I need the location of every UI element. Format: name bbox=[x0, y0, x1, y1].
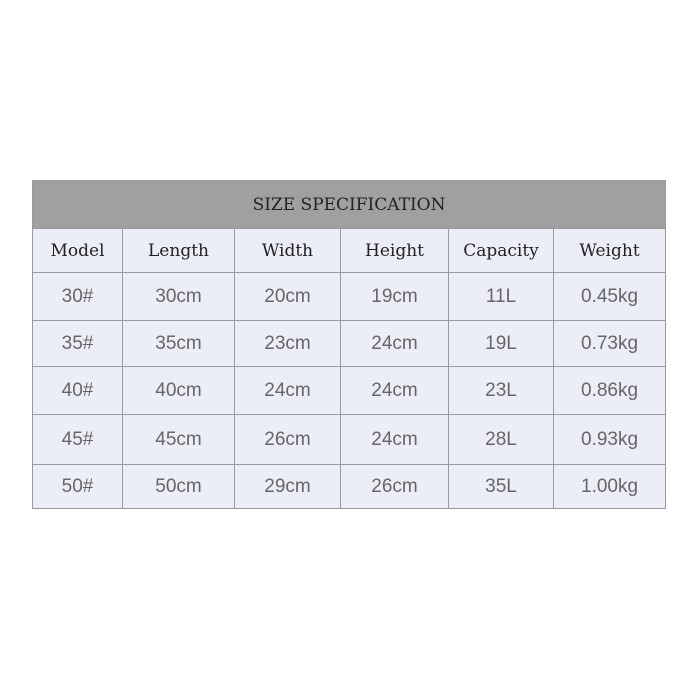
column-header: Capacity bbox=[448, 228, 554, 273]
table-row: 35# 35cm 23cm 24cm 19L 0.73kg bbox=[32, 320, 667, 367]
table-cell: 24cm bbox=[340, 414, 449, 465]
table-cell: 0.73kg bbox=[552, 320, 667, 367]
table-row: 45# 45cm 26cm 24cm 28L 0.93kg bbox=[32, 414, 667, 465]
table-cell: 26cm bbox=[234, 414, 341, 465]
table-cell: 26cm bbox=[340, 464, 449, 509]
table-cell: 19L bbox=[448, 320, 554, 367]
table-row: 50# 50cm 29cm 26cm 35L 1.00kg bbox=[32, 464, 667, 509]
header-row: Model Length Width Height Capacity Weight bbox=[32, 228, 667, 273]
table-cell: 50# bbox=[32, 464, 123, 509]
table-cell: 40# bbox=[32, 366, 123, 415]
table-cell: 35L bbox=[448, 464, 554, 509]
column-header: Height bbox=[340, 228, 449, 273]
table-cell: 23L bbox=[448, 366, 554, 415]
table-cell: 0.45kg bbox=[552, 272, 667, 321]
table-cell: 30cm bbox=[122, 272, 235, 321]
table-cell: 35# bbox=[32, 320, 123, 367]
table-cell: 11L bbox=[448, 272, 554, 321]
table-cell: 29cm bbox=[234, 464, 341, 509]
table-cell: 35cm bbox=[122, 320, 235, 367]
table-cell: 45cm bbox=[122, 414, 235, 465]
table-row: 30# 30cm 20cm 19cm 11L 0.45kg bbox=[32, 272, 667, 321]
table-row: 40# 40cm 24cm 24cm 23L 0.86kg bbox=[32, 366, 667, 415]
column-header: Model bbox=[32, 228, 123, 273]
table-cell: 50cm bbox=[122, 464, 235, 509]
table-cell: 0.86kg bbox=[552, 366, 667, 415]
table-cell: 45# bbox=[32, 414, 123, 465]
column-header: Width bbox=[234, 228, 341, 273]
size-specification-table: SIZE SPECIFICATION Model Length Width Heigh… bbox=[31, 180, 667, 509]
column-header: Weight bbox=[552, 228, 667, 273]
table-title: SIZE SPECIFICATION bbox=[31, 180, 667, 229]
table-cell: 40cm bbox=[122, 366, 235, 415]
table-cell: 28L bbox=[448, 414, 554, 465]
table-cell: 1.00kg bbox=[552, 464, 667, 509]
table-cell: 23cm bbox=[234, 320, 341, 367]
table-cell: 24cm bbox=[340, 320, 449, 367]
table-cell: 0.93kg bbox=[552, 414, 667, 465]
table-cell: 19cm bbox=[340, 272, 449, 321]
table-cell: 24cm bbox=[234, 366, 341, 415]
table-cell: 24cm bbox=[340, 366, 449, 415]
column-header: Length bbox=[122, 228, 235, 273]
table-cell: 20cm bbox=[234, 272, 341, 321]
table-cell: 30# bbox=[32, 272, 123, 321]
